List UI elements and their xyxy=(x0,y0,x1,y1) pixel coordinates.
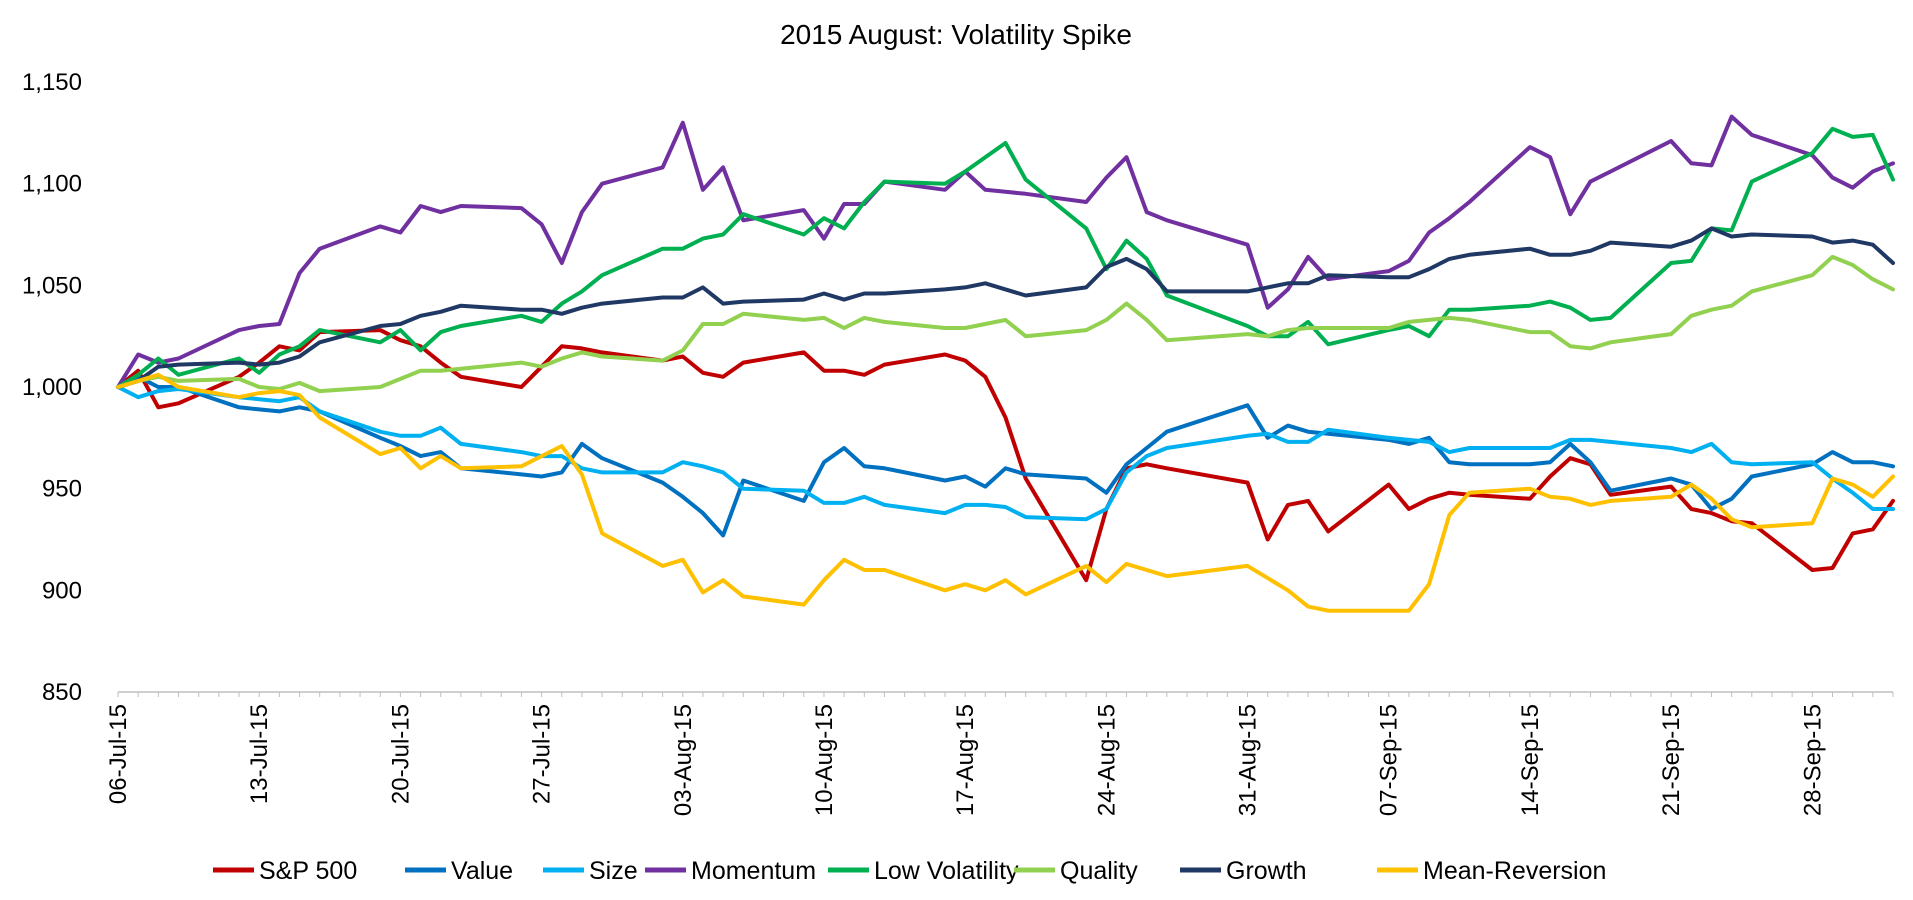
y-tick-label: 1,100 xyxy=(22,171,82,198)
legend-label: S&P 500 xyxy=(259,857,357,885)
x-tick-label: 21-Sep-15 xyxy=(1658,704,1685,816)
series-line-size xyxy=(116,385,1895,522)
x-tick-label: 10-Aug-15 xyxy=(811,704,838,816)
legend-label: Quality xyxy=(1060,857,1138,885)
legend: S&P 500 Value Size Momentum Low Volatility Qu… xyxy=(213,857,1606,885)
x-tick-label: 03-Aug-15 xyxy=(670,704,697,816)
legend-item: Momentum xyxy=(645,857,816,885)
legend-label: Growth xyxy=(1226,857,1307,885)
legend-item: Value xyxy=(405,857,513,885)
y-tick-label: 1,050 xyxy=(22,272,82,299)
legend-item: Growth xyxy=(1180,857,1307,885)
y-tick-label: 1,150 xyxy=(22,69,82,96)
series-line-quality xyxy=(116,254,1895,394)
legend-label: Momentum xyxy=(691,857,816,885)
y-axis: 1,150 1,100 1,050 1,000 950 900 850 xyxy=(22,69,82,706)
x-tick-label: 24-Aug-15 xyxy=(1093,704,1120,816)
legend-item: Quality xyxy=(1014,857,1138,885)
series-line-value xyxy=(116,374,1895,538)
series-line-s-p-500 xyxy=(116,328,1895,583)
legend-item: Low Volatility xyxy=(828,857,1019,885)
y-tick-label: 850 xyxy=(42,679,82,706)
legend-item: Mean-Reversion xyxy=(1377,857,1606,885)
x-tick-label: 28-Sep-15 xyxy=(1799,704,1826,816)
series-lines xyxy=(116,114,1895,613)
y-tick-label: 950 xyxy=(42,476,82,503)
legend-item: Size xyxy=(543,857,638,885)
series-line-momentum xyxy=(116,114,1895,389)
x-tick-label: 13-Jul-15 xyxy=(246,704,273,804)
x-axis: 06-Jul-15 13-Jul-15 20-Jul-15 27-Jul-15 03-A… xyxy=(105,691,1894,816)
y-tick-label: 1,000 xyxy=(22,374,82,401)
legend-label: Low Volatility xyxy=(874,857,1019,885)
x-tick-label: 14-Sep-15 xyxy=(1517,704,1544,816)
legend-label: Size xyxy=(589,857,638,885)
legend-label: Mean-Reversion xyxy=(1423,857,1606,885)
x-tick-label: 27-Jul-15 xyxy=(529,704,556,804)
x-tick-label: 07-Sep-15 xyxy=(1376,704,1403,816)
x-tick-label: 31-Aug-15 xyxy=(1235,704,1262,816)
x-tick-label: 06-Jul-15 xyxy=(105,704,132,804)
series-line-growth xyxy=(116,226,1895,389)
series-line-low-volatility xyxy=(116,126,1895,389)
series-line-mean-reversion xyxy=(116,372,1895,613)
chart-title: 2015 August: Volatility Spike xyxy=(780,19,1132,50)
y-tick-label: 900 xyxy=(42,577,82,604)
legend-label: Value xyxy=(451,857,513,885)
legend-item: S&P 500 xyxy=(213,857,357,885)
x-tick-label: 17-Aug-15 xyxy=(952,704,979,816)
x-tick-label: 20-Jul-15 xyxy=(387,704,414,804)
